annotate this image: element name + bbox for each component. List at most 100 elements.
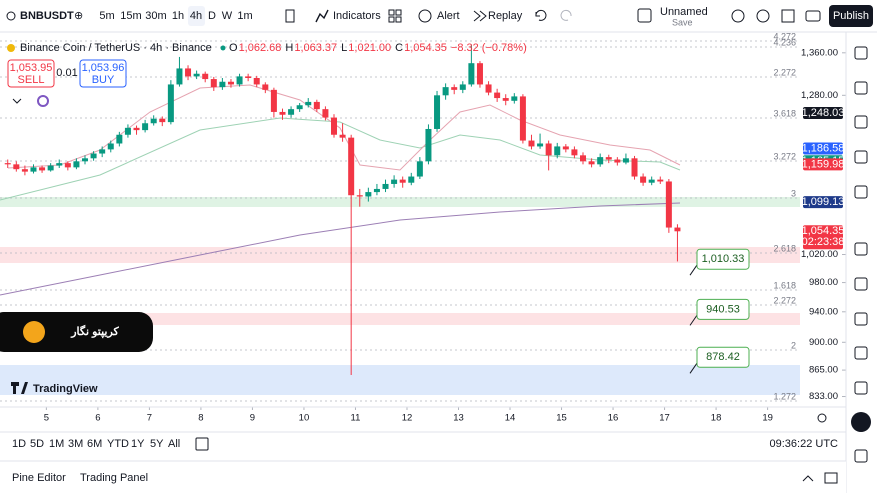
indicator-icon[interactable]	[37, 95, 49, 107]
candle-body	[245, 76, 252, 78]
candle-body	[580, 155, 587, 162]
sell-price[interactable]: 1,053.95	[10, 62, 53, 74]
x-tick-label: 13	[453, 413, 464, 424]
interval[interactable]: 1m	[237, 10, 252, 22]
compare-icon[interactable]: ⊕	[74, 10, 83, 22]
interval-active	[188, 6, 205, 26]
chart-type-icon[interactable]	[285, 9, 295, 23]
range[interactable]: 1M	[49, 438, 64, 450]
alert[interactable]: Alert	[437, 10, 460, 22]
indicators[interactable]: Indicators	[333, 10, 381, 22]
candle-body	[288, 109, 295, 115]
layout-checkbox[interactable]	[637, 8, 652, 23]
interval[interactable]: W	[222, 10, 233, 22]
moving-average	[0, 202, 681, 296]
sidebar-icon[interactable]	[851, 412, 871, 432]
templates-icon[interactable]	[388, 9, 395, 16]
snapshot-icon[interactable]	[805, 10, 821, 22]
fib-label: 4.272	[773, 31, 796, 41]
templates-icon[interactable]	[395, 9, 402, 16]
x-tick-label: 17	[659, 413, 670, 424]
save-label[interactable]: Save	[672, 17, 693, 27]
sidebar-icon[interactable]	[854, 46, 868, 60]
candle-body	[434, 95, 441, 129]
sidebar-icon[interactable]	[854, 312, 868, 326]
range[interactable]: 1D	[12, 438, 26, 450]
candle-body	[124, 127, 131, 135]
range[interactable]: YTD	[107, 438, 129, 450]
candle-body	[631, 158, 638, 177]
range[interactable]: 3M	[68, 438, 83, 450]
layout-name[interactable]: Unnamed	[660, 6, 708, 18]
range[interactable]: 5Y	[150, 438, 164, 450]
alert-icon[interactable]	[418, 9, 432, 23]
resistance-zone	[0, 247, 800, 263]
panel-tab[interactable]: Pine Editor	[12, 472, 66, 484]
x-tick-label: 15	[556, 413, 567, 424]
symbol[interactable]: BNBUSDT	[20, 10, 74, 22]
templates-icon[interactable]	[388, 16, 395, 23]
sidebar-icon[interactable]	[854, 449, 868, 463]
candle-body	[90, 153, 97, 159]
interval[interactable]: 4h	[190, 10, 202, 22]
candle-body	[365, 192, 372, 197]
y-tick-label: 900.00	[809, 337, 838, 348]
candle-body	[30, 167, 37, 172]
bottom-panel	[0, 461, 846, 493]
interval[interactable]: 1h	[172, 10, 184, 22]
range[interactable]: All	[168, 438, 180, 450]
sidebar-icon[interactable]	[854, 185, 868, 199]
candle-body	[82, 158, 89, 162]
sidebar-icon[interactable]	[854, 381, 868, 395]
buy-button[interactable]	[79, 59, 127, 88]
templates-icon[interactable]	[395, 16, 402, 23]
y-tick-label: 1,360.00	[801, 47, 838, 58]
y-tick-label: 865.00	[809, 365, 838, 376]
publish-button[interactable]	[829, 5, 873, 27]
search-icon[interactable]	[6, 11, 16, 21]
interval[interactable]: 5m	[99, 10, 114, 22]
sidebar-icon[interactable]	[854, 346, 868, 360]
collapse-icon[interactable]	[12, 98, 22, 104]
range[interactable]: 1Y	[131, 438, 145, 450]
interval[interactable]: 30m	[145, 10, 166, 22]
moving-average	[7, 84, 681, 171]
buy-price[interactable]: 1,053.96	[82, 62, 125, 74]
sidebar-icon[interactable]	[854, 150, 868, 164]
redo-icon[interactable]	[560, 9, 572, 21]
sell-label[interactable]: SELL	[18, 74, 45, 86]
ohlc-key: H	[285, 42, 293, 54]
goto-date-icon[interactable]	[195, 437, 209, 451]
indicators-icon[interactable]	[315, 9, 329, 23]
settings-icon[interactable]	[756, 9, 770, 23]
buy-label[interactable]: BUY	[92, 74, 115, 86]
axis-settings[interactable]	[817, 413, 827, 423]
panel-tab[interactable]: Trading Panel	[80, 472, 148, 484]
candle-body	[116, 134, 123, 144]
range[interactable]: 5D	[30, 438, 44, 450]
target-box	[696, 346, 750, 368]
maximize-icon[interactable]	[824, 472, 838, 484]
candle-body	[47, 165, 54, 171]
target-box	[696, 248, 750, 270]
interval[interactable]: D	[208, 10, 216, 22]
undo-icon[interactable]	[535, 9, 547, 21]
sidebar-icon[interactable]	[854, 81, 868, 95]
candle-body	[339, 134, 346, 138]
range[interactable]: 6M	[87, 438, 102, 450]
y-tick-label: 1,280.00	[801, 90, 838, 101]
sell-button[interactable]	[7, 59, 55, 88]
interval[interactable]: 15m	[120, 10, 141, 22]
replay[interactable]: Replay	[488, 10, 523, 22]
expand-icon[interactable]	[802, 475, 814, 482]
sidebar-icon[interactable]	[854, 115, 868, 129]
replay-icon[interactable]	[473, 10, 487, 22]
candle-body	[502, 98, 509, 101]
sidebar-icon[interactable]	[854, 277, 868, 291]
publish[interactable]: Publish	[833, 10, 869, 22]
sidebar-icon[interactable]	[854, 242, 868, 256]
fullscreen-icon[interactable]	[781, 9, 795, 23]
fib-label: 2	[791, 340, 796, 350]
quick-search-icon[interactable]	[731, 9, 745, 23]
candle-body	[142, 123, 149, 131]
